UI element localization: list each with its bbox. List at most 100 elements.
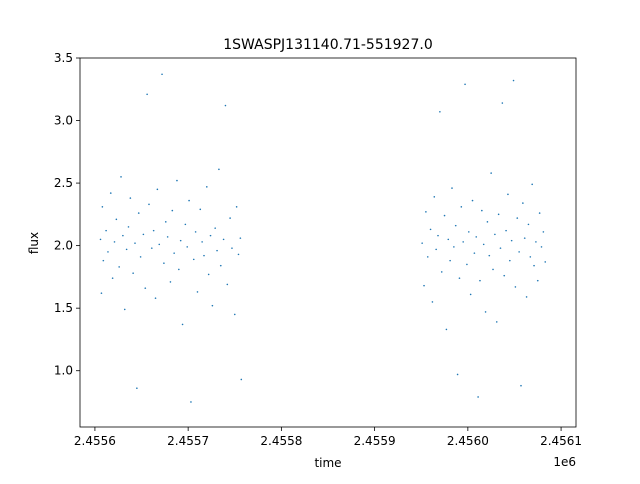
point xyxy=(186,246,189,248)
point xyxy=(239,237,242,239)
point xyxy=(194,231,197,233)
point xyxy=(462,241,464,243)
point xyxy=(118,266,120,268)
point xyxy=(486,221,489,223)
point xyxy=(439,110,441,113)
point xyxy=(518,251,520,253)
point xyxy=(192,258,195,261)
point xyxy=(99,238,102,241)
point xyxy=(120,176,122,178)
point xyxy=(433,196,436,198)
point xyxy=(222,238,225,241)
point xyxy=(426,256,429,258)
point xyxy=(207,273,210,276)
point xyxy=(527,223,530,226)
point xyxy=(139,256,142,258)
point xyxy=(235,206,238,208)
point xyxy=(475,236,478,238)
point xyxy=(505,229,507,232)
point xyxy=(471,199,474,202)
point xyxy=(501,102,504,104)
point xyxy=(533,264,535,267)
x-tick-label: 2.4558 xyxy=(260,434,302,448)
y-tick-label: 1.5 xyxy=(54,301,73,315)
point xyxy=(188,199,190,202)
point xyxy=(469,293,472,296)
point xyxy=(443,214,446,217)
point xyxy=(136,387,138,390)
point xyxy=(125,248,128,251)
point xyxy=(449,259,451,262)
point xyxy=(466,263,468,266)
point xyxy=(481,209,483,212)
point xyxy=(161,73,163,76)
point xyxy=(164,221,167,223)
point xyxy=(209,234,212,237)
point xyxy=(127,226,130,228)
x-axis-label: time xyxy=(314,456,341,470)
point xyxy=(237,253,240,256)
point xyxy=(109,192,112,194)
point xyxy=(184,223,187,226)
y-tick-label: 3.0 xyxy=(54,114,73,128)
point xyxy=(148,203,150,206)
point xyxy=(490,172,492,174)
point xyxy=(494,233,496,236)
point xyxy=(137,212,140,214)
point xyxy=(166,236,169,238)
point xyxy=(425,211,427,213)
point xyxy=(536,279,539,282)
point xyxy=(219,264,222,267)
point xyxy=(123,308,126,311)
y-tick-label: 2.5 xyxy=(54,176,73,190)
point xyxy=(196,291,199,293)
point xyxy=(479,279,481,282)
point xyxy=(456,373,459,376)
point xyxy=(507,193,509,196)
point xyxy=(512,79,515,82)
point xyxy=(495,321,498,323)
point xyxy=(535,241,537,243)
y-tick-label: 2.0 xyxy=(54,239,73,253)
point xyxy=(492,268,494,271)
point xyxy=(437,234,439,237)
point xyxy=(516,217,519,219)
point xyxy=(156,188,159,191)
y-tick-label: 3.5 xyxy=(54,51,73,65)
point xyxy=(497,213,500,216)
point xyxy=(440,271,443,273)
point xyxy=(150,247,153,249)
point xyxy=(520,384,522,387)
point xyxy=(503,274,506,277)
x-tick-label: 2.4557 xyxy=(167,434,209,448)
point xyxy=(134,242,136,244)
point xyxy=(226,283,229,286)
point xyxy=(216,249,218,252)
point xyxy=(523,237,526,239)
point xyxy=(431,301,434,303)
point xyxy=(445,328,448,331)
point xyxy=(531,183,533,186)
point xyxy=(146,93,148,96)
point xyxy=(113,241,116,243)
point xyxy=(178,268,180,271)
point xyxy=(542,231,545,233)
point xyxy=(231,247,233,249)
point xyxy=(211,304,214,307)
point xyxy=(454,224,457,227)
point xyxy=(152,229,155,232)
point xyxy=(423,284,425,287)
point xyxy=(203,254,205,257)
point xyxy=(122,234,124,237)
point xyxy=(101,206,104,208)
point xyxy=(529,256,532,258)
point xyxy=(453,246,455,248)
point xyxy=(510,239,513,242)
point xyxy=(458,277,461,279)
point xyxy=(100,292,103,294)
point xyxy=(447,238,450,241)
point xyxy=(142,233,145,236)
point xyxy=(163,262,165,264)
point xyxy=(514,286,517,288)
